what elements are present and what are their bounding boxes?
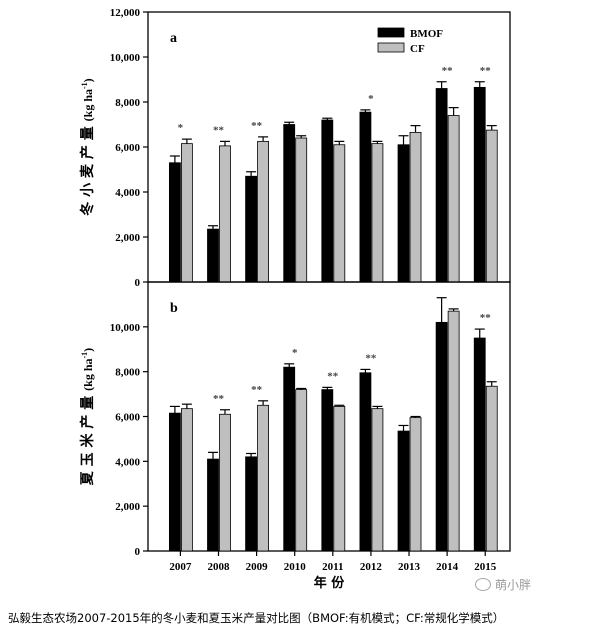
legend-label-cf: CF bbox=[410, 43, 425, 55]
bar-cf-2010 bbox=[295, 389, 308, 552]
bar-cf-2015 bbox=[485, 129, 498, 283]
xtick-label-2013: 2013 bbox=[398, 561, 421, 573]
panel-b-maize: 0 2,000 4,000 6,000 8,000 10,000 夏 玉 米 产 量 (kg… bbox=[79, 281, 511, 558]
yield-comparison-chart: 0 2,000 4,000 6,000 8,000 10,000 12,000 冬 小 麦 产… bbox=[79, 7, 511, 591]
panel-b-ytick-label: 8,000 bbox=[115, 367, 140, 379]
bar-bmof-2013 bbox=[397, 430, 410, 552]
bar-bmof-2013 bbox=[397, 144, 410, 283]
bar-cf-2014 bbox=[447, 115, 460, 283]
panel-b-ytick-label: 10,000 bbox=[110, 322, 141, 334]
bar-cf-2015 bbox=[485, 385, 498, 552]
bar-cf-2011 bbox=[333, 144, 346, 283]
xtick-label-2008: 2008 bbox=[207, 561, 230, 573]
bar-cf-2010 bbox=[295, 137, 308, 283]
bar-cf-2013 bbox=[409, 131, 422, 283]
significance-marker-2012: * bbox=[368, 93, 374, 105]
significance-marker-2014: ** bbox=[442, 65, 454, 77]
legend-label-bmof: BMOF bbox=[410, 28, 443, 40]
bar-bmof-2014 bbox=[435, 321, 448, 552]
bar-bmof-2012 bbox=[359, 111, 372, 283]
bar-cf-2007 bbox=[180, 408, 193, 552]
xtick-label-2011: 2011 bbox=[322, 561, 343, 573]
panel-b-ylabel: 夏 玉 米 产 量 (kg ha-1) bbox=[79, 348, 96, 485]
bar-cf-2008 bbox=[219, 145, 231, 283]
xtick-label-2014: 2014 bbox=[436, 561, 459, 573]
panel-b-ylabel-main: 夏 玉 米 产 量 bbox=[79, 391, 96, 485]
bar-bmof-2009 bbox=[245, 175, 258, 283]
bar-bmof-2010 bbox=[283, 124, 296, 283]
watermark-text: 萌小胖 bbox=[495, 578, 532, 592]
panel-b-ytick-label: 0 bbox=[135, 546, 141, 558]
bar-bmof-2015 bbox=[473, 86, 486, 283]
significance-marker-2008: ** bbox=[213, 124, 225, 136]
xtick-label-2012: 2012 bbox=[360, 561, 383, 573]
panel-a-ytick-label: 6,000 bbox=[115, 142, 140, 154]
bar-bmof-2015 bbox=[473, 337, 486, 552]
wechat-icon bbox=[475, 578, 491, 591]
xtick-label-2007: 2007 bbox=[169, 561, 192, 573]
bar-bmof-2014 bbox=[435, 88, 448, 283]
xtick-label-2009: 2009 bbox=[246, 561, 269, 573]
panel-a-ylabel: 冬 小 麦 产 量 (kg ha-1) bbox=[79, 78, 96, 215]
panel-a-ytick-label: 8,000 bbox=[115, 97, 140, 109]
significance-marker-2007: * bbox=[178, 122, 184, 134]
significance-marker-2015: ** bbox=[480, 65, 492, 77]
panel-b-ylabel-unit: (kg ha bbox=[81, 358, 95, 390]
panel-b-letter: b bbox=[170, 301, 178, 316]
significance-marker-2015: ** bbox=[480, 312, 492, 324]
figure-caption: 弘毅生态农场2007-2015年的冬小麦和夏玉米产量对比图（BMOF:有机模式；… bbox=[8, 611, 505, 625]
panel-a-ytick-label: 4,000 bbox=[115, 187, 140, 199]
bar-bmof-2007 bbox=[168, 412, 181, 552]
panel-b-ytick-label: 6,000 bbox=[115, 412, 140, 424]
xtick-label-2015: 2015 bbox=[474, 561, 497, 573]
bar-cf-2007 bbox=[180, 143, 193, 283]
bar-bmof-2012 bbox=[359, 372, 372, 552]
bar-cf-2008 bbox=[219, 413, 231, 552]
significance-marker-2012: ** bbox=[365, 352, 377, 364]
bar-cf-2011 bbox=[333, 406, 346, 552]
panel-a-ylabel-main: 冬 小 麦 产 量 bbox=[79, 121, 96, 215]
xtick-label-2010: 2010 bbox=[284, 561, 307, 573]
panel-a-letter: a bbox=[170, 31, 177, 46]
panel-a-ytick-label: 12,000 bbox=[110, 7, 141, 19]
panel-b-ytick-label: 4,000 bbox=[115, 456, 140, 468]
panel-b-ylabel-close: ) bbox=[81, 348, 95, 352]
significance-marker-2008: ** bbox=[213, 393, 225, 405]
legend-swatch-cf bbox=[377, 42, 405, 53]
significance-marker-2010: * bbox=[292, 347, 298, 359]
panel-a-ylabel-unit: (kg ha bbox=[81, 89, 95, 121]
bar-bmof-2010 bbox=[283, 366, 296, 552]
bar-cf-2014 bbox=[447, 310, 460, 552]
bar-cf-2009 bbox=[257, 140, 270, 283]
significance-marker-2011: ** bbox=[327, 370, 339, 382]
legend-swatch-bmof bbox=[377, 27, 405, 38]
panel-a-ytick-label: 10,000 bbox=[110, 52, 141, 64]
bar-bmof-2008 bbox=[207, 458, 219, 552]
watermark: 萌小胖 bbox=[475, 576, 531, 593]
bar-cf-2012 bbox=[371, 143, 384, 283]
bar-bmof-2009 bbox=[245, 456, 258, 552]
x-axis: 2007 2008 2009 2010 2011 2012 2013 2014 2015 年 份 bbox=[169, 551, 497, 591]
bar-cf-2009 bbox=[257, 404, 270, 552]
panel-a-wheat: 0 2,000 4,000 6,000 8,000 10,000 12,000 冬 小 麦 产… bbox=[79, 7, 511, 289]
panel-b-ylabel-sup: -1 bbox=[80, 352, 89, 359]
bar-bmof-2008 bbox=[207, 228, 219, 283]
panel-a-ylabel-close: ) bbox=[81, 78, 95, 82]
panel-a-ylabel-sup: -1 bbox=[80, 82, 89, 89]
bar-cf-2012 bbox=[371, 408, 384, 552]
bar-bmof-2011 bbox=[321, 389, 334, 552]
panel-a-ytick-label: 2,000 bbox=[115, 232, 140, 244]
bar-bmof-2007 bbox=[168, 162, 181, 283]
bar-cf-2013 bbox=[409, 417, 422, 552]
significance-marker-2009: ** bbox=[251, 384, 263, 396]
panel-a-ytick-label: 0 bbox=[135, 277, 141, 289]
bar-bmof-2011 bbox=[321, 119, 334, 283]
panel-b-ytick-label: 2,000 bbox=[115, 501, 140, 513]
significance-marker-2009: ** bbox=[251, 120, 263, 132]
x-axis-title: 年 份 bbox=[314, 575, 346, 591]
